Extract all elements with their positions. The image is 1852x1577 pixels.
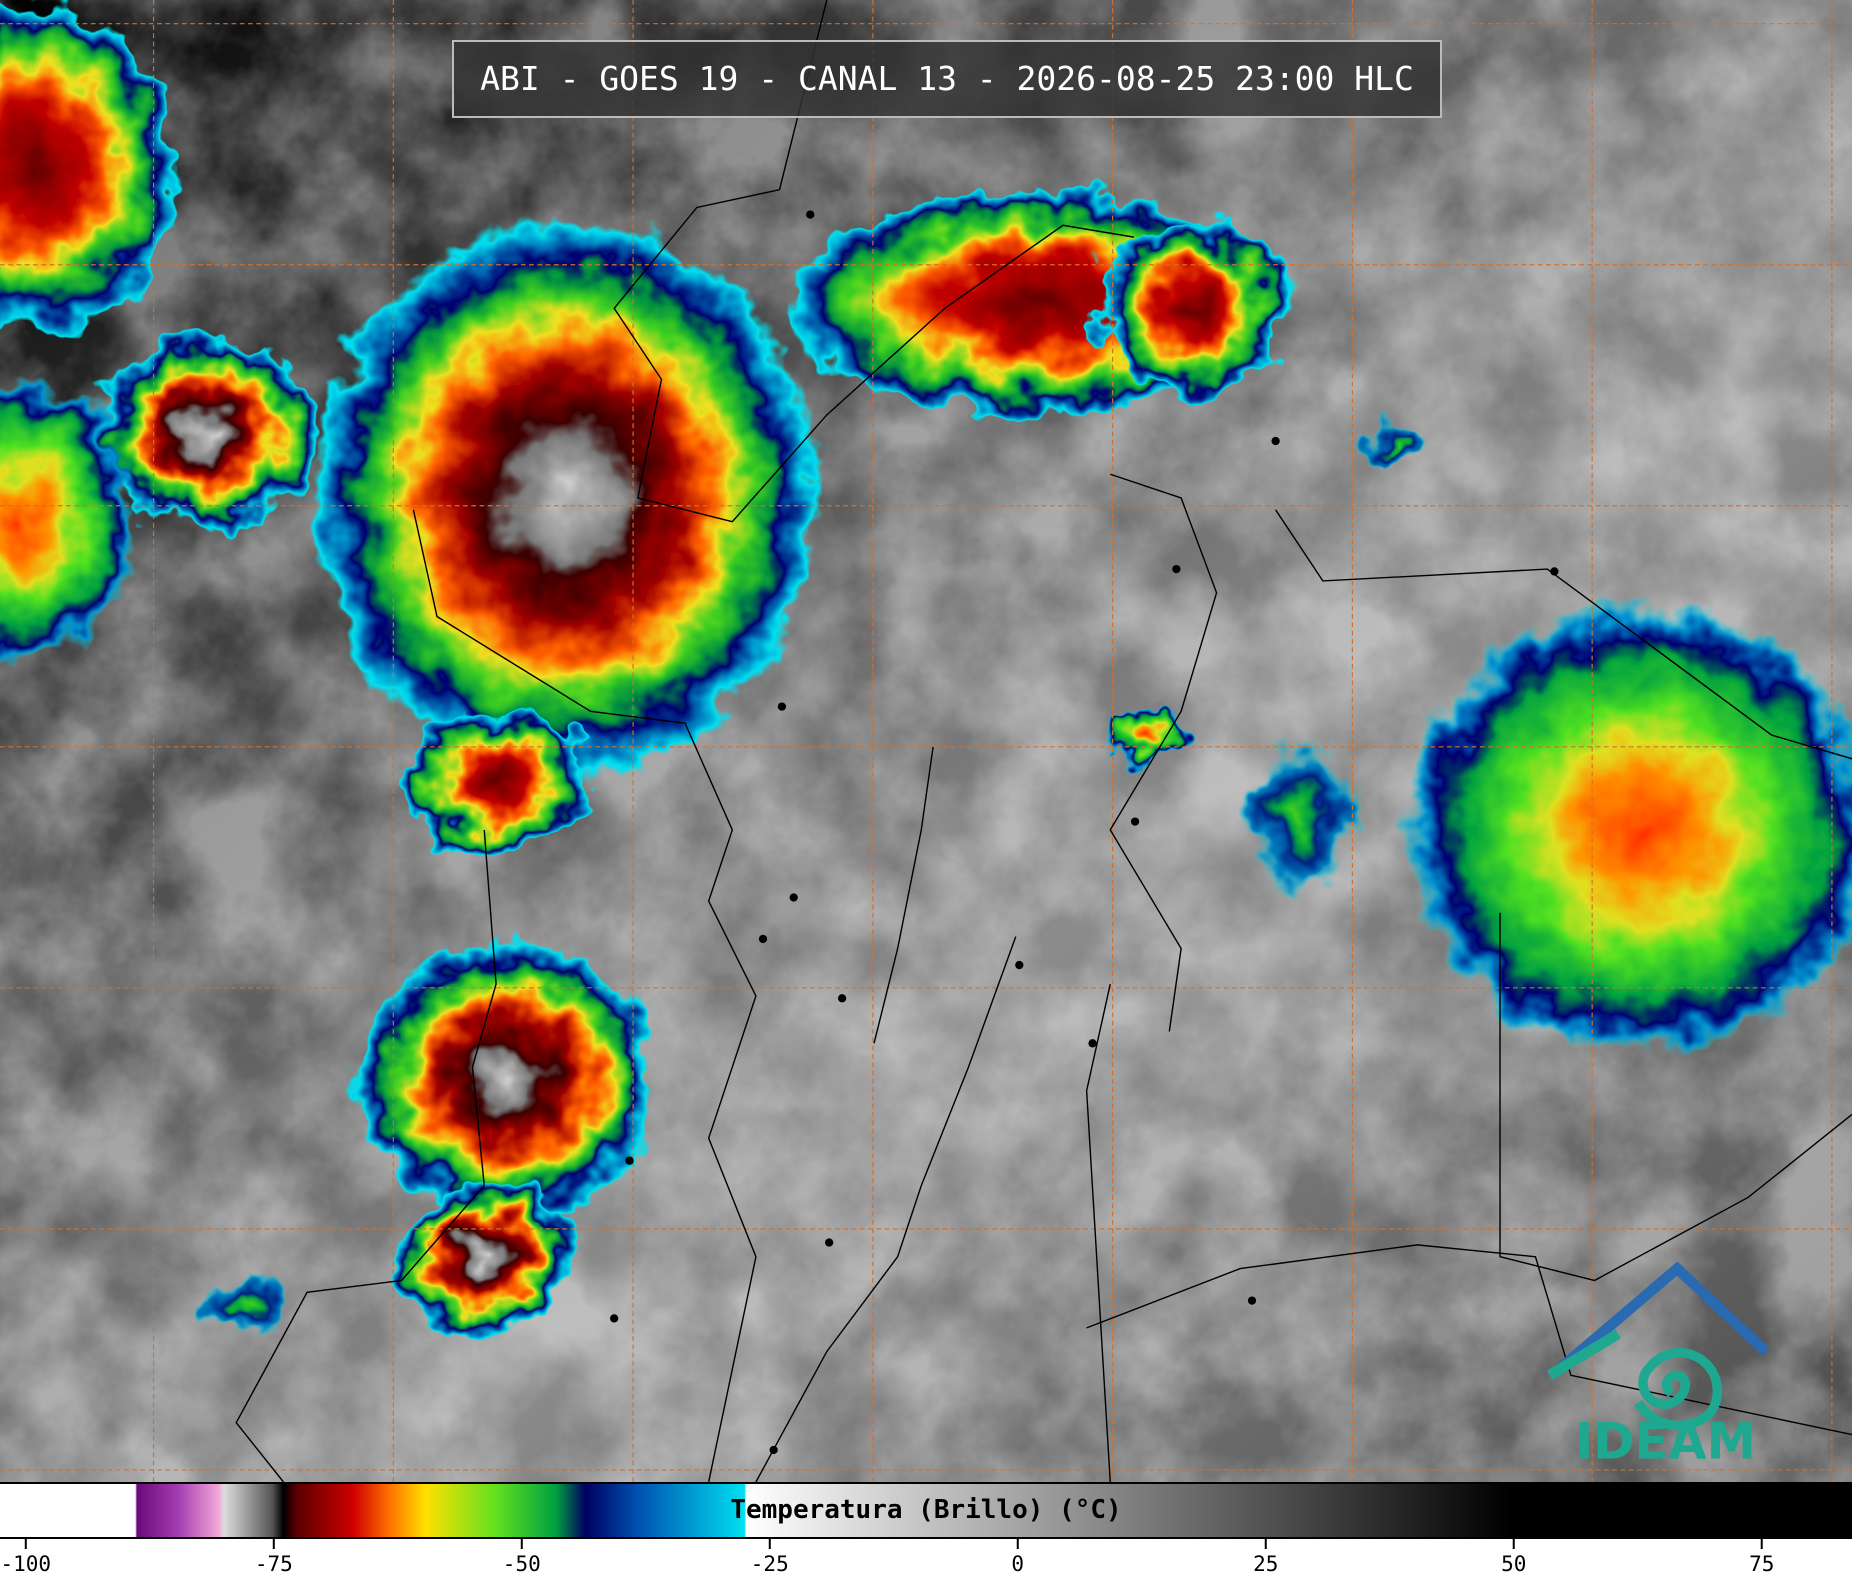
storm-cell xyxy=(94,337,319,528)
city xyxy=(1247,1296,1257,1305)
logo-roof xyxy=(1546,1329,1621,1380)
cities xyxy=(610,210,1559,1455)
tick-label: 25 xyxy=(1253,1552,1278,1576)
border xyxy=(613,0,1134,523)
borders xyxy=(235,0,1852,1482)
logo-roof xyxy=(1555,1261,1770,1374)
city xyxy=(777,702,787,711)
colorbar-axis: -100 -75 -50 -25 0 25 50 75 xyxy=(1,1539,1774,1576)
city xyxy=(610,1314,619,1323)
logo-spiral xyxy=(1634,1348,1723,1431)
city xyxy=(1015,960,1024,970)
city xyxy=(789,893,798,902)
border xyxy=(1086,1244,1852,1436)
city xyxy=(1172,564,1181,574)
storm-cell xyxy=(1405,604,1852,1056)
storm-cell xyxy=(1371,420,1424,469)
storm-cell xyxy=(312,219,821,777)
border xyxy=(1499,912,1852,1282)
border xyxy=(1275,509,1852,760)
city xyxy=(825,1238,834,1247)
colorbar-label: Temperatura (Brillo) (°C) xyxy=(730,1495,1122,1525)
storm-cell xyxy=(401,711,591,854)
border xyxy=(873,746,934,1044)
title: ABI - GOES 19 - CANAL 13 - 2026-08-25 23… xyxy=(452,40,1442,118)
city xyxy=(1088,1039,1097,1048)
border xyxy=(1109,473,1218,1032)
storm-cell xyxy=(395,1179,573,1334)
storm-cell xyxy=(0,0,178,332)
storm-cell xyxy=(0,379,136,664)
tick-label: 75 xyxy=(1749,1552,1774,1576)
tick-label: -75 xyxy=(255,1552,293,1576)
tick-label: -25 xyxy=(751,1552,789,1576)
border xyxy=(412,509,757,1482)
tick-label: 50 xyxy=(1501,1552,1526,1576)
satellite-map: IDEAM xyxy=(0,0,1852,1482)
city xyxy=(1130,817,1140,826)
tick-label: 0 xyxy=(1011,1552,1024,1576)
graticule xyxy=(0,0,1852,1482)
city xyxy=(1271,436,1280,446)
colorbar xyxy=(0,1482,1852,1539)
logo-text: IDEAM xyxy=(1575,1412,1756,1470)
storm-cell xyxy=(354,942,662,1216)
city xyxy=(806,210,815,219)
city xyxy=(838,994,847,1003)
storm-cell xyxy=(1098,708,1189,762)
tick-label: -50 xyxy=(503,1552,541,1576)
storm-cell xyxy=(200,1274,296,1334)
border xyxy=(755,936,1017,1482)
storm-cell xyxy=(1098,219,1288,398)
city xyxy=(625,1156,634,1165)
city xyxy=(758,934,768,944)
city xyxy=(1550,567,1559,576)
border xyxy=(1085,983,1111,1482)
logo: IDEAM xyxy=(1546,1261,1770,1470)
storm-cell xyxy=(1246,741,1353,896)
city xyxy=(769,1445,778,1455)
border xyxy=(235,829,497,1482)
tick-label: -100 xyxy=(1,1552,52,1576)
